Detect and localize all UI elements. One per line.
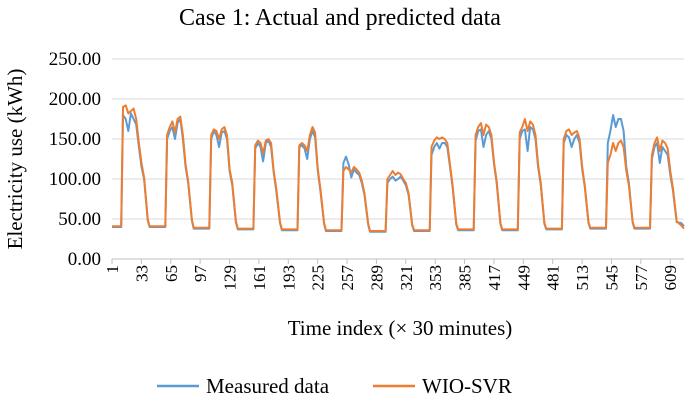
x-tick-label: 65 [162, 265, 181, 282]
x-tick-label: 449 [514, 265, 533, 291]
x-tick-label: 225 [309, 265, 328, 291]
y-tick-label: 200.00 [49, 89, 101, 110]
x-tick-label: 257 [338, 265, 357, 291]
y-tick-label: 50.00 [58, 209, 101, 230]
x-axis-label: Time index (× 30 minutes) [288, 316, 513, 340]
y-axis-label: Electricity use (kWh) [3, 69, 27, 250]
x-tick-label: 321 [397, 265, 416, 291]
y-tick-label: 250.00 [49, 49, 101, 70]
x-tick-label: 193 [279, 265, 298, 291]
gridlines [112, 58, 684, 220]
y-axis-ticks: 0.00 50.00 100.00 150.00 200.00 250.00 [49, 49, 101, 270]
y-tick-label: 0.00 [68, 249, 101, 270]
y-tick-label: 100.00 [49, 169, 101, 190]
y-tick-label: 150.00 [49, 129, 101, 150]
x-tick-label: 1 [103, 265, 122, 274]
x-tick-label: 161 [250, 265, 269, 291]
series-lines [112, 104, 685, 233]
x-tick-label: 609 [661, 265, 680, 291]
x-tick-label: 129 [221, 265, 240, 291]
x-tick-label: 417 [485, 265, 504, 291]
x-tick-label: 577 [632, 265, 651, 291]
series-line-wio-svr [112, 104, 685, 232]
x-tick-label: 33 [132, 265, 151, 282]
x-tick-label: 97 [191, 265, 210, 283]
legend-label-wio-svr: WIO-SVR [422, 374, 512, 398]
legend: Measured data WIO-SVR [157, 374, 512, 398]
x-tick-label: 513 [573, 265, 592, 291]
legend-label-measured-data: Measured data [206, 374, 330, 398]
x-axis-ticks: 1 33 65 97 129 161 193 225 257 289 321 353 385 417 449… [103, 259, 680, 291]
chart-title: Case 1: Actual and predicted data [179, 5, 501, 31]
x-tick-label: 353 [426, 265, 445, 291]
x-tick-label: 481 [544, 265, 563, 291]
x-tick-label: 289 [367, 265, 386, 291]
x-tick-label: 385 [456, 265, 475, 291]
x-tick-label: 545 [602, 265, 621, 291]
